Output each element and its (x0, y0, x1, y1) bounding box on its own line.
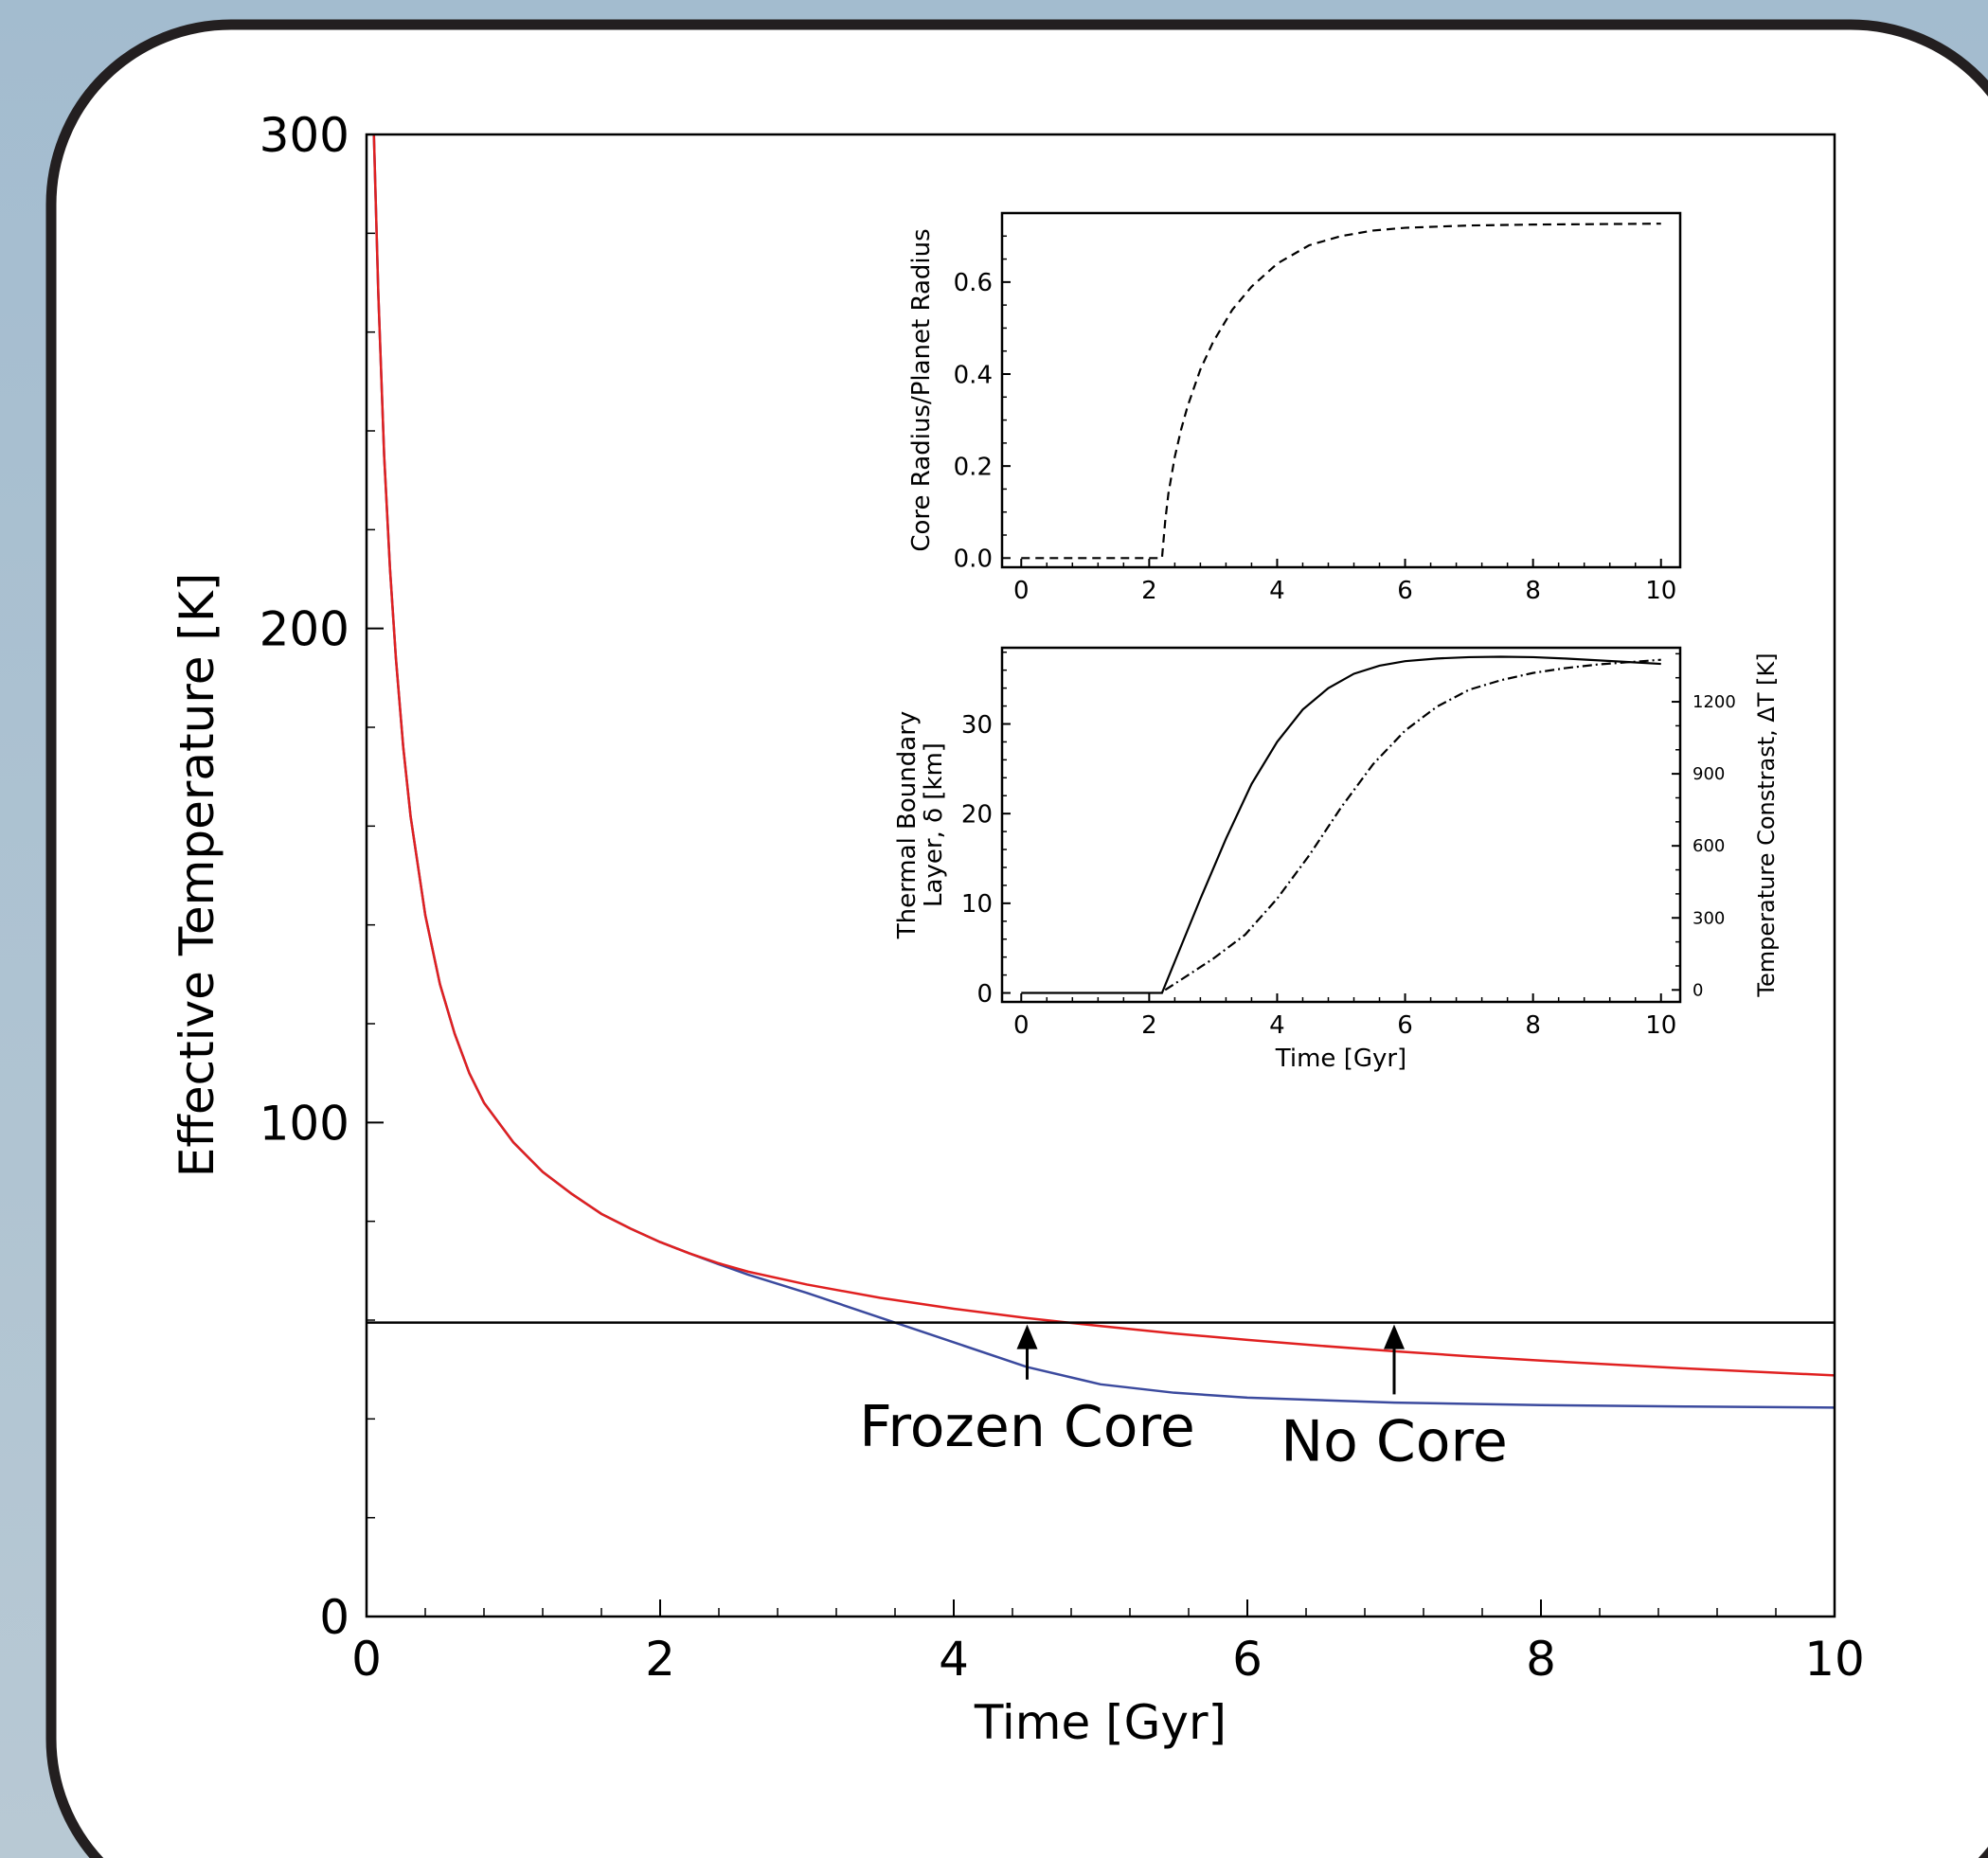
x-tick-label: 8 (1525, 577, 1541, 605)
core-radius-plot-frame (1000, 211, 1682, 569)
y-tick-label: 0.2 (954, 454, 993, 482)
x-tick-label: 6 (1397, 1011, 1413, 1040)
x-tick-label: 10 (1804, 1632, 1865, 1687)
x-tick-label: 4 (1269, 1011, 1285, 1040)
x-tick-label: 8 (1525, 1011, 1541, 1040)
main-plot-frame (365, 133, 1836, 1618)
core-radius-inset: 0 2 4 6 8 10 0.0 0.2 0.4 0.6 Core Radius/Planet R… (907, 211, 1682, 605)
right-y-tick-label: 300 (1692, 908, 1725, 928)
y-tick-label: 300 (260, 108, 349, 163)
core-radius-line (1021, 223, 1661, 560)
y-tick-label: 200 (260, 602, 349, 657)
boundary-layer-x-axis-label: Time [Gyr] (1275, 1045, 1406, 1073)
x-tick-label: 0 (1013, 577, 1030, 605)
annotation-label: Frozen Core (859, 1394, 1195, 1460)
main-x-axis-label: Time [Gyr] (974, 1695, 1227, 1750)
x-tick-label: 4 (1269, 577, 1285, 605)
x-tick-label: 2 (645, 1632, 675, 1687)
x-tick-label: 10 (1645, 577, 1676, 605)
y-tick-label: 0.0 (954, 545, 993, 574)
right-y-tick-label: 600 (1692, 836, 1725, 856)
x-tick-label: 2 (1141, 1011, 1157, 1040)
boundary-layer-line (1021, 655, 1661, 994)
right-y-tick-label: 0 (1692, 980, 1703, 1000)
y-tick-label: 0 (976, 980, 993, 1009)
temperature-contrast-line (1164, 658, 1661, 992)
right-y-tick-label: 900 (1692, 764, 1725, 784)
core-radius-ticks: 0 2 4 6 8 10 0.0 0.2 0.4 0.6 (954, 212, 1676, 605)
annotation-arrow-head (1016, 1324, 1038, 1349)
y-tick-label: 0.6 (954, 269, 993, 297)
main-y-axis-label: Effective Temperature [K] (170, 573, 224, 1177)
right-y-tick-label: 1200 (1692, 692, 1736, 712)
main-series-group (367, 134, 1835, 1409)
x-tick-label: 6 (1397, 577, 1413, 605)
x-tick-label: 8 (1526, 1632, 1556, 1687)
main-annotations: Frozen Core No Core (859, 1324, 1508, 1474)
core-radius-y-axis-label: Core Radius/Planet Radius (907, 228, 936, 551)
boundary-layer-y-axis-label-line-1: Thermal Boundary (893, 711, 922, 940)
boundary-layer-plot-frame (1000, 646, 1682, 1004)
y-tick-label: 0 (319, 1590, 349, 1645)
y-tick-label: 20 (961, 801, 993, 830)
no-core-line (372, 134, 1835, 1377)
boundary-layer-series-group (1021, 655, 1661, 994)
x-tick-label: 0 (1013, 1011, 1030, 1040)
core-radius-series-group (1021, 223, 1661, 560)
boundary-layer-y-axis-label-line-2: Layer, δ [km] (920, 742, 948, 907)
y-tick-label: 0.4 (954, 361, 993, 389)
x-tick-label: 4 (939, 1632, 969, 1687)
x-tick-label: 0 (351, 1632, 382, 1687)
y-tick-label: 100 (260, 1096, 349, 1151)
annotation-label: No Core (1281, 1408, 1508, 1474)
y-tick-label: 10 (961, 890, 993, 919)
y-tick-label: 30 (961, 711, 993, 740)
annotation-arrow-head (1384, 1324, 1405, 1349)
x-tick-label: 10 (1645, 1011, 1676, 1040)
x-tick-label: 2 (1141, 577, 1157, 605)
x-tick-label: 6 (1232, 1632, 1263, 1687)
temperature-contrast-y-axis-label: Temperature Constrast, ΔT [K] (1753, 652, 1780, 997)
